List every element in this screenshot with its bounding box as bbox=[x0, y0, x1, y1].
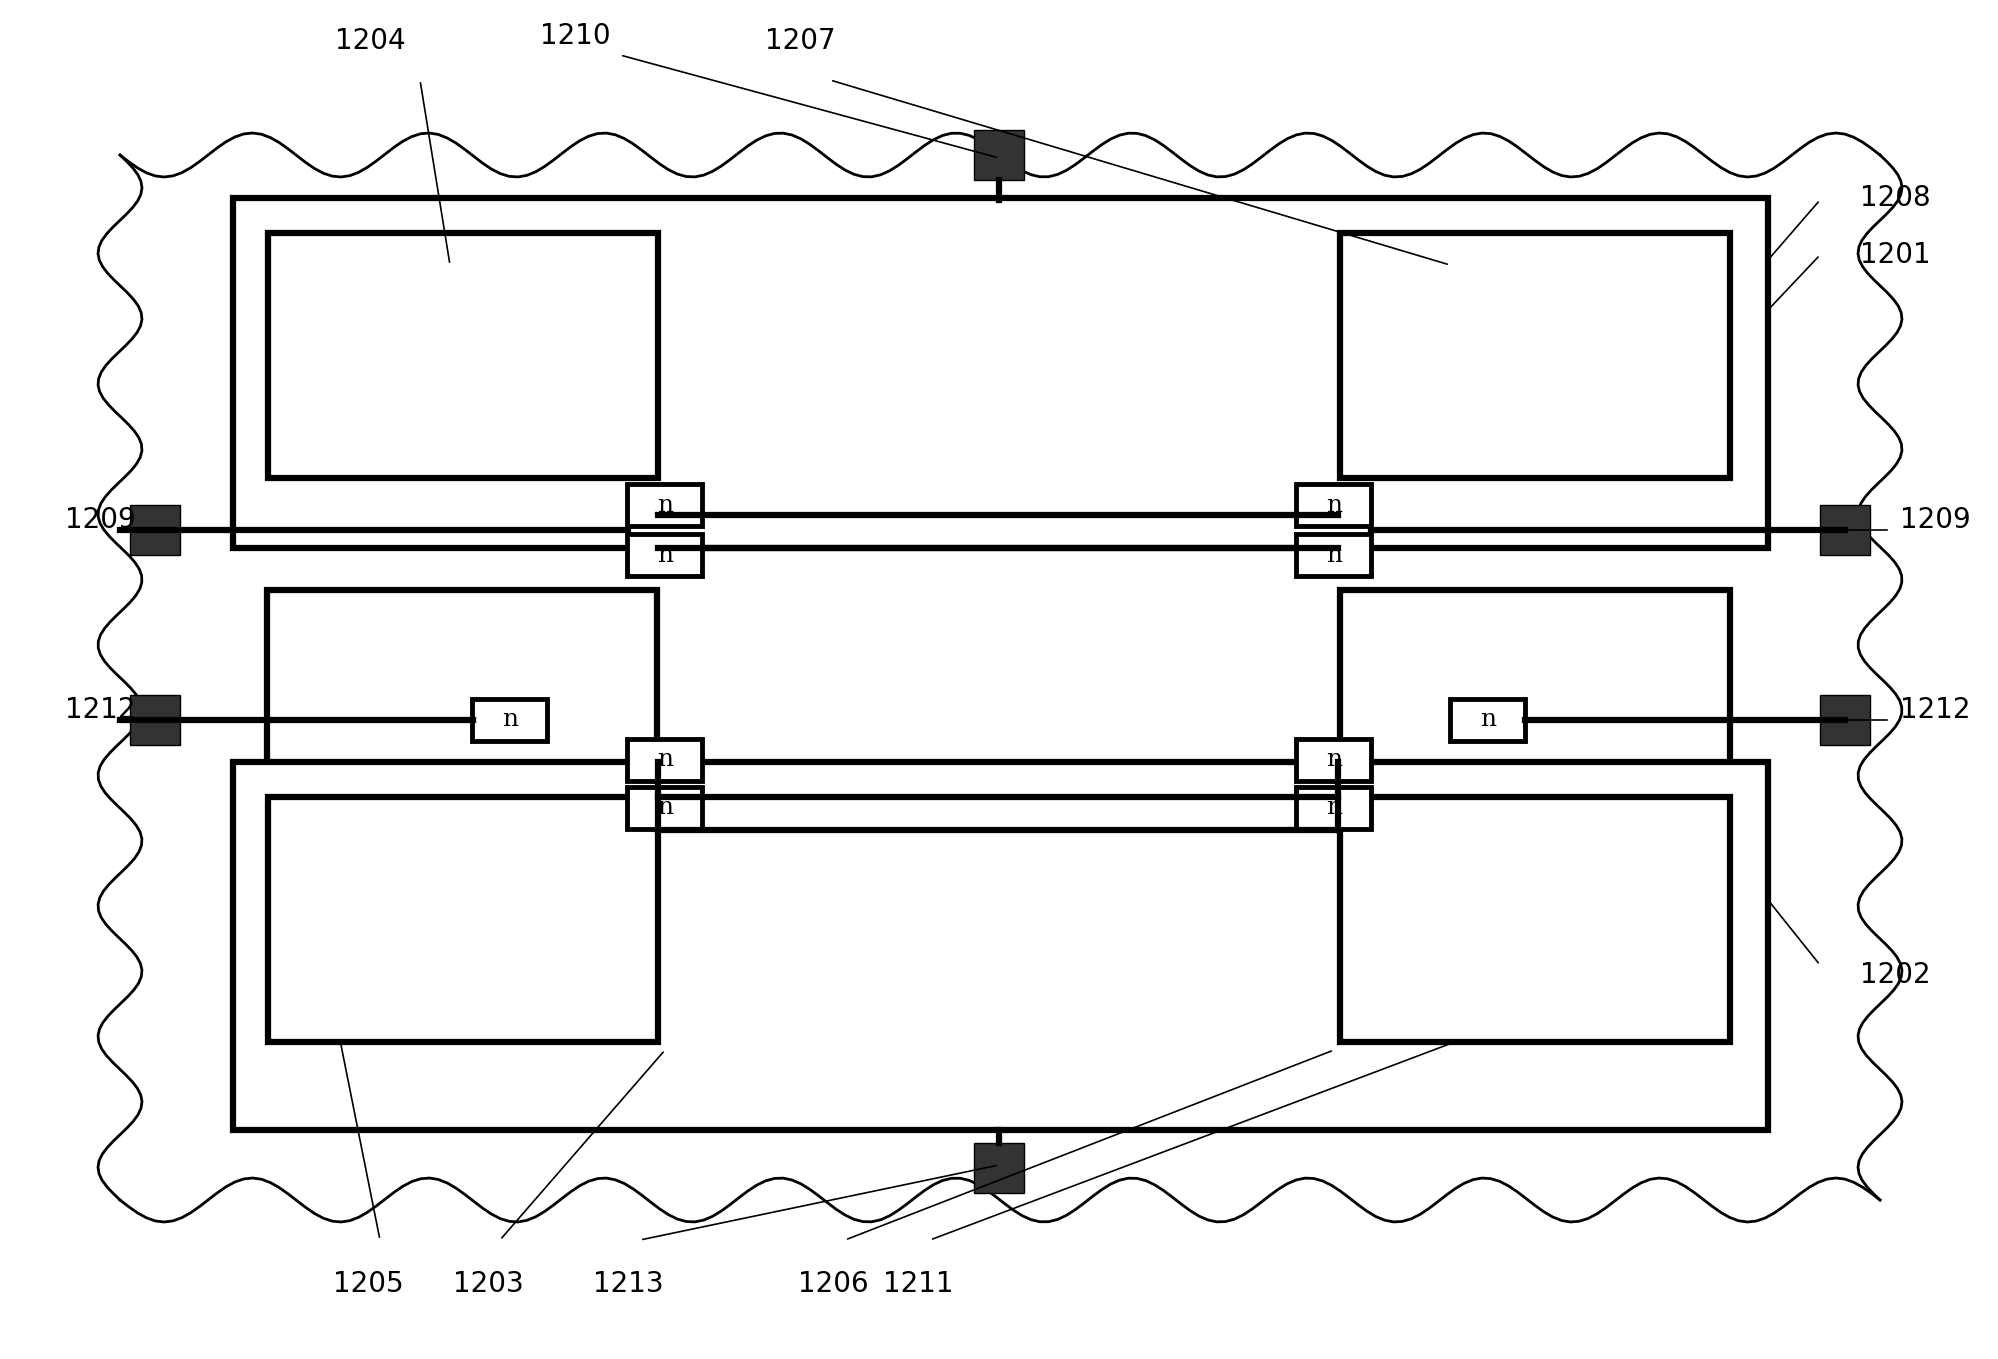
Text: 1201: 1201 bbox=[1858, 241, 1930, 269]
Bar bbox=[268, 232, 657, 478]
Text: n: n bbox=[1325, 544, 1341, 567]
Text: 1211: 1211 bbox=[883, 1271, 953, 1298]
Text: n: n bbox=[657, 796, 673, 819]
Bar bbox=[627, 484, 701, 526]
Bar bbox=[973, 130, 1023, 179]
Bar bbox=[973, 1143, 1023, 1193]
Text: 1203: 1203 bbox=[452, 1271, 523, 1298]
Bar bbox=[627, 739, 701, 781]
Text: n: n bbox=[657, 749, 673, 772]
Bar bbox=[1451, 699, 1524, 741]
Text: 1204: 1204 bbox=[334, 27, 406, 54]
Text: 1209: 1209 bbox=[1898, 506, 1970, 534]
Bar bbox=[1297, 534, 1371, 576]
Text: 1209: 1209 bbox=[66, 506, 136, 534]
Text: n: n bbox=[501, 708, 517, 731]
Text: 1207: 1207 bbox=[765, 27, 835, 54]
Text: n: n bbox=[657, 493, 673, 516]
Bar bbox=[627, 534, 701, 576]
Text: n: n bbox=[1479, 708, 1495, 731]
Text: n: n bbox=[1325, 796, 1341, 819]
Bar bbox=[1818, 694, 1868, 745]
Text: 1205: 1205 bbox=[332, 1271, 404, 1298]
Bar bbox=[1339, 796, 1728, 1042]
Bar bbox=[1297, 484, 1371, 526]
Bar bbox=[1297, 739, 1371, 781]
Bar bbox=[1818, 506, 1868, 554]
Bar bbox=[1339, 232, 1728, 478]
Bar bbox=[234, 762, 1766, 1129]
Text: 1213: 1213 bbox=[591, 1271, 663, 1298]
Bar bbox=[1297, 787, 1371, 829]
Bar bbox=[268, 796, 657, 1042]
Text: n: n bbox=[1325, 749, 1341, 772]
Bar bbox=[130, 506, 180, 554]
Text: 1208: 1208 bbox=[1858, 183, 1930, 212]
Text: n: n bbox=[657, 544, 673, 567]
Text: 1206: 1206 bbox=[797, 1271, 867, 1298]
Bar bbox=[472, 699, 547, 741]
Bar bbox=[627, 787, 701, 829]
Bar bbox=[1339, 590, 1728, 775]
Text: 1212: 1212 bbox=[1898, 696, 1970, 724]
Text: n: n bbox=[1325, 493, 1341, 516]
Text: 1202: 1202 bbox=[1858, 961, 1930, 989]
Bar bbox=[234, 198, 1766, 548]
Bar bbox=[268, 590, 657, 775]
Bar bbox=[130, 694, 180, 745]
Text: 1210: 1210 bbox=[539, 22, 609, 50]
Text: 1212: 1212 bbox=[66, 696, 136, 724]
